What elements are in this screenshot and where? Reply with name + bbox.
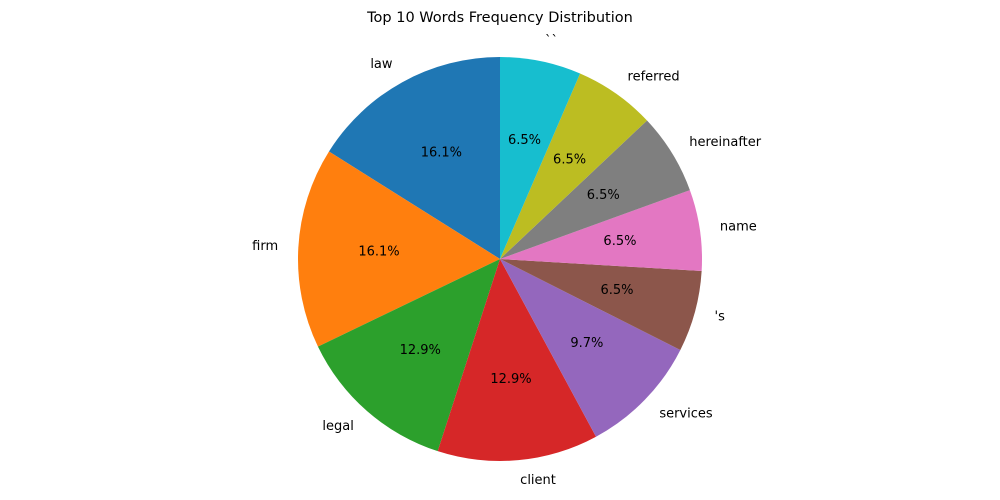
slice-label-law-0: law (370, 57, 393, 72)
pie-slice-name-6 (500, 190, 702, 272)
slice-percent-name-6: 6.5% (603, 234, 636, 249)
slice-percent-firm-1: 16.1% (358, 245, 399, 260)
pie-slice-firm-1 (297, 151, 500, 347)
slice-label-legal-2: legal (322, 419, 353, 434)
pie-slice-law-0 (328, 57, 500, 259)
chart-title: Top 10 Words Frequency Distribution (367, 10, 633, 26)
pie-slice-s-5 (500, 259, 702, 350)
slice-label-services-4: services (659, 406, 713, 421)
slice-label-name-6: name (720, 220, 757, 235)
slice-percent-hereinafter-7: 6.5% (587, 188, 620, 203)
slice-percent-services-4: 9.7% (570, 336, 603, 351)
pie-slice-backticks-9 (500, 57, 581, 259)
slice-label-hereinafter-7: hereinafter (689, 135, 762, 150)
slice-percent-client-3: 12.9% (490, 372, 531, 387)
slice-percent-s-5: 6.5% (601, 283, 634, 298)
slice-percent-law-0: 16.1% (421, 145, 462, 160)
slice-percent-backticks-9: 6.5% (508, 133, 541, 148)
slice-percent-referred-8: 6.5% (553, 152, 586, 167)
pie-slice-legal-2 (317, 259, 500, 452)
pie-slice-client-3 (437, 259, 597, 461)
pie-slice-hereinafter-7 (500, 120, 690, 259)
slice-percent-legal-2: 12.9% (400, 343, 441, 358)
pie-slice-services-4 (500, 259, 681, 437)
slice-label-firm-1: firm (252, 239, 278, 254)
slice-label-backticks-9: `` (545, 34, 558, 49)
slice-label-client-3: client (520, 473, 556, 488)
pie-slice-referred-8 (500, 73, 648, 259)
slice-label-s-5: 's (715, 309, 726, 324)
slice-label-referred-8: referred (628, 70, 680, 85)
